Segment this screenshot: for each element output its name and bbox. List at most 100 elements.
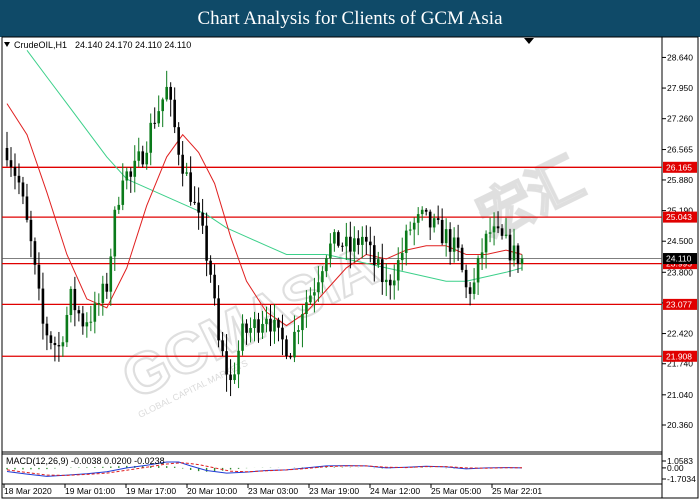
candle-body <box>432 218 436 228</box>
candle-body <box>341 245 344 247</box>
candle-body <box>269 318 272 332</box>
candle-body <box>217 298 220 341</box>
candle-body <box>408 229 412 231</box>
level-price-label: 26.165 <box>666 162 692 172</box>
time-tick-label: 19 Mar 01:00 <box>65 486 115 496</box>
candle-body <box>245 323 248 333</box>
candle-body <box>404 230 408 253</box>
level-price-box <box>663 211 697 223</box>
candle-body <box>329 243 332 259</box>
candle-body <box>25 196 29 220</box>
candle-body <box>117 204 121 210</box>
moving-averages <box>6 50 523 327</box>
candle-body <box>181 154 184 174</box>
candle-body <box>121 180 125 205</box>
candle-body <box>33 241 37 265</box>
time-tick-label: 24 Mar 12:00 <box>370 486 420 496</box>
candle-body <box>213 274 216 299</box>
candle-body <box>516 245 520 264</box>
level-price-label: 23.077 <box>666 299 692 309</box>
candle-body <box>81 313 85 327</box>
candle-body <box>293 331 296 358</box>
candle-body <box>9 160 13 167</box>
candle-body <box>520 258 524 264</box>
time-axis: 18 Mar 2020 19 Mar 01:00 19 Mar 17:00 20 Ma… <box>3 484 542 496</box>
candle-body <box>480 252 484 258</box>
candle-body <box>197 202 200 213</box>
candle-body <box>464 269 468 288</box>
candle-body <box>321 271 324 283</box>
candle-body <box>165 86 168 100</box>
candle-body <box>17 175 21 183</box>
candle-body <box>5 147 9 161</box>
candle-body <box>69 288 73 315</box>
candle-body <box>109 256 113 292</box>
candle-body <box>424 209 428 212</box>
candle-body <box>452 237 456 252</box>
candle-body <box>53 342 57 346</box>
ohlc-label: 24.140 24.170 24.110 24.110 <box>75 40 191 50</box>
price-tick-label: 28.640 <box>667 52 693 62</box>
candle-body <box>309 295 312 303</box>
ma-slow-line <box>26 50 523 282</box>
candle-body <box>504 234 508 236</box>
current-price-box <box>663 253 697 265</box>
candle-body <box>380 259 384 283</box>
candle-body <box>145 152 149 165</box>
candle-body <box>353 238 356 252</box>
candle-body <box>221 340 224 352</box>
candle-body <box>125 171 129 181</box>
time-tick-label: 20 Mar 10:00 <box>187 486 237 496</box>
price-tick-label: 21.740 <box>667 359 693 369</box>
macd-label: MACD(12,26,9) -0.0038 0.0200 -0.0238 <box>6 456 165 466</box>
candle-body <box>313 292 316 296</box>
candle-body <box>253 319 256 328</box>
candle-body <box>161 99 164 112</box>
candle-body <box>376 259 380 265</box>
symbol-dropdown-icon[interactable] <box>4 42 10 47</box>
candle-body <box>297 330 300 332</box>
candle-body <box>93 303 97 322</box>
candle-body <box>277 319 280 328</box>
candle-body <box>368 241 372 246</box>
candle-body <box>468 287 472 294</box>
candle-body <box>333 232 336 244</box>
candle-body <box>337 232 340 246</box>
level-price-label: 25.043 <box>666 212 692 222</box>
candle-body <box>460 247 464 270</box>
time-tick-label: 23 Mar 19:00 <box>309 486 359 496</box>
candle-body <box>285 339 288 357</box>
candle-body <box>436 218 440 220</box>
macd-signal-line <box>6 462 523 476</box>
candle-body <box>396 260 400 281</box>
candle-body <box>444 229 448 244</box>
level-price-label: 21.908 <box>666 351 692 361</box>
price-tick-label: 24.500 <box>667 236 693 246</box>
candle-body <box>384 279 388 283</box>
candle-body <box>484 233 488 253</box>
symbol-label: CrudeOIL,H1 <box>14 40 67 50</box>
candle-body <box>105 283 109 292</box>
level-price-box <box>663 161 697 173</box>
price-tick-label: 22.420 <box>667 329 693 339</box>
candle-body <box>205 225 208 261</box>
price-tick-label: 25.190 <box>667 206 693 216</box>
time-tick-label: 18 Mar 2020 <box>4 486 52 496</box>
candle-body <box>233 374 236 381</box>
time-tick-label: 23 Mar 03:00 <box>248 486 298 496</box>
level-price-box <box>663 298 697 310</box>
candle-body <box>237 350 240 375</box>
candle-body <box>185 172 188 174</box>
candle-body <box>496 226 500 229</box>
candle-body <box>420 209 424 215</box>
candle-body <box>13 166 17 176</box>
candle-body <box>177 127 180 155</box>
chart-shift-marker-icon[interactable] <box>524 38 534 44</box>
candle-body <box>101 283 105 303</box>
candle-body <box>492 226 496 233</box>
candle-body <box>349 236 352 252</box>
candle-body <box>189 172 192 202</box>
candle-body <box>273 319 276 332</box>
